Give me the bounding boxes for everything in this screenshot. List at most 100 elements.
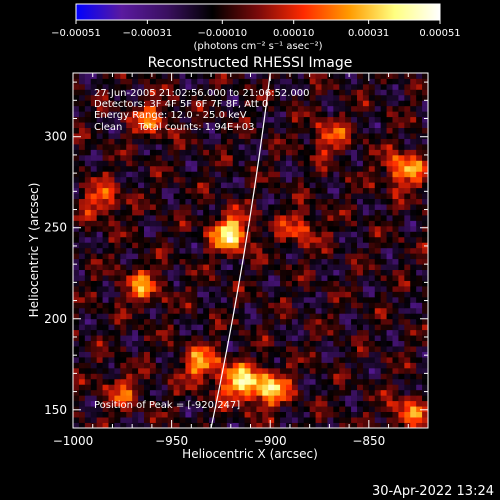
heatmap-cell [309,116,316,123]
heatmap-cell [374,253,382,260]
heatmap-cell [108,231,115,238]
heatmap-cell [84,225,92,232]
heatmap-cell [280,193,287,200]
heatmap-cell [167,176,174,183]
heatmap-cell [286,389,293,396]
heatmap-cell [345,89,352,96]
heatmap-cell [155,307,163,314]
heatmap-cell [315,165,322,172]
heatmap-cell [114,204,121,210]
heatmap-cell [339,313,346,320]
heatmap-cell [315,275,322,281]
heatmap-cell [250,400,257,407]
heatmap-cell [179,264,186,271]
heatmap-cell [90,357,98,363]
heatmap-cell [345,73,352,79]
heatmap-cell [362,94,370,101]
heatmap-cell [114,302,121,309]
heatmap-cell [280,329,287,336]
solar-limb-line [210,73,271,428]
heatmap-cell [351,171,358,178]
heatmap-cell [286,122,293,129]
heatmap-cell [291,340,299,347]
heatmap-cell [410,187,417,194]
heatmap-cell [410,406,417,413]
heatmap-cell [422,307,428,314]
heatmap-cell [209,340,216,347]
heatmap-cell [191,367,198,374]
heatmap-cell [179,422,186,428]
heatmap-cell [120,105,127,112]
heatmap-cell [291,258,299,265]
heatmap-cell [226,176,234,183]
heatmap-cell [138,406,145,413]
heatmap-cell [339,291,346,298]
heatmap-cell [149,198,157,205]
heatmap-cell [333,422,340,428]
heatmap-cell [416,378,423,385]
heatmap-cell [368,193,376,200]
heatmap-cell [203,160,210,167]
heatmap-cell [209,236,216,243]
heatmap-cell [173,253,180,260]
heatmap-cell [149,94,157,101]
heatmap-cell [362,144,370,150]
heatmap-cell [268,417,275,423]
heatmap-cell [138,264,145,271]
heatmap-cell [280,269,287,276]
heatmap-cell [333,286,340,292]
heatmap-cell [339,329,346,336]
heatmap-cell [179,100,186,107]
heatmap-cell [132,395,139,402]
heatmap-cell [138,411,145,418]
heatmap-cell [362,182,370,189]
heatmap-cell [333,94,340,101]
heatmap-cell [96,373,103,380]
heatmap-cell [149,187,157,194]
heatmap-cell [197,253,204,260]
heatmap-cell [73,149,80,156]
heatmap-cell [114,225,121,232]
heatmap-cell [126,384,133,391]
heatmap-cell [232,422,240,428]
heatmap-cell [179,154,186,161]
heatmap-cell [108,400,115,407]
heatmap-cell [73,94,80,101]
heatmap-cell [185,149,192,156]
heatmap-cell [321,105,328,112]
heatmap-cell [90,335,98,342]
heatmap-cell [291,329,299,336]
heatmap-cell [256,384,263,391]
heatmap-cell [274,165,281,172]
heatmap-cell [238,378,245,385]
heatmap-cell [404,280,411,287]
heatmap-cell [144,242,151,249]
heatmap-cell [386,340,393,347]
heatmap-cell [90,193,98,200]
heatmap-cell [185,176,192,183]
heatmap-cell [244,144,251,150]
heatmap-cell [351,176,358,183]
heatmap-cell [357,302,364,309]
heatmap-cell [315,149,322,156]
heatmap-cell [144,296,151,303]
heatmap-cell [161,100,169,107]
heatmap-cell [244,176,251,183]
heatmap-cell [96,122,103,129]
heatmap-cell [357,329,364,336]
heatmap-cell [90,324,98,331]
heatmap-cell [392,378,399,385]
heatmap-cell [268,346,275,352]
heatmap-cell [250,357,257,363]
heatmap-cell [220,378,228,385]
heatmap-cell [185,362,192,369]
heatmap-cell [339,269,346,276]
heatmap-cell [262,144,269,150]
heatmap-cell [315,247,322,254]
heatmap-cell [398,351,405,358]
heatmap-cell [73,302,80,309]
heatmap-cell [132,154,139,161]
heatmap-cell [256,422,263,428]
heatmap-cell [114,78,121,85]
heatmap-cell [84,176,92,183]
